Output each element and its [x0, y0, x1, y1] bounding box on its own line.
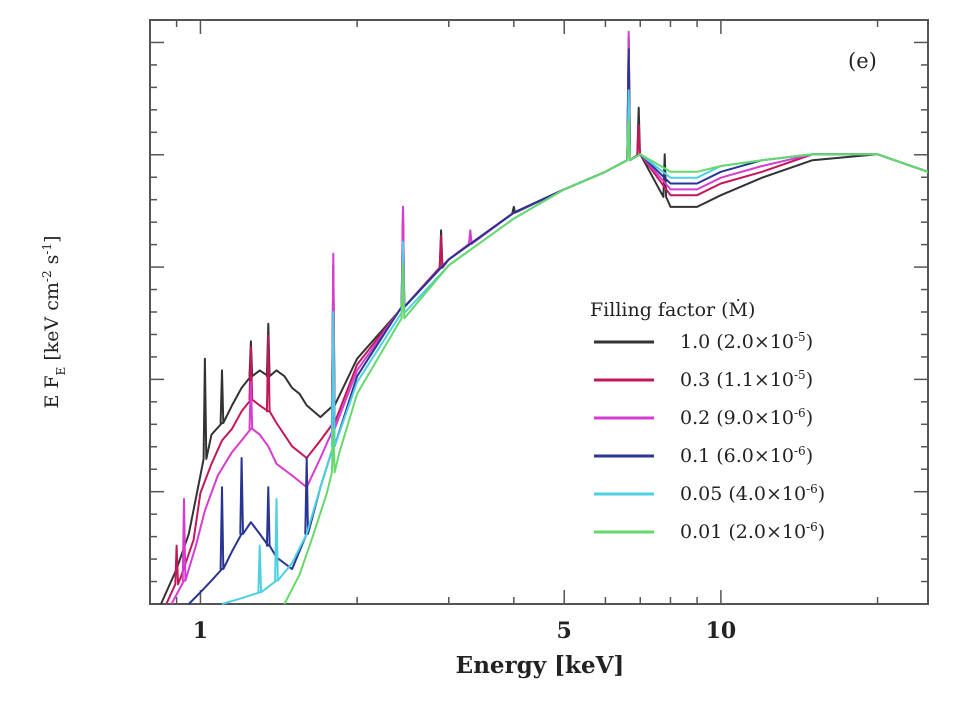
legend-entry-name: 0.2 — [680, 407, 716, 429]
legend-entry: 0.05 (4.0×10-6) — [680, 482, 825, 505]
x-axis-ticks: 1 5 10 — [149, 20, 879, 644]
y-axis-ticks — [150, 41, 928, 583]
legend-entry-name: 0.05 — [680, 483, 728, 505]
legend-entry-mdot: (2.0×10 — [728, 521, 806, 543]
y-axis-label-sub: E — [54, 367, 68, 376]
legend-entry-mdot: (2.0×10 — [716, 331, 794, 353]
legend-entry: 0.01 (2.0×10-6) — [680, 520, 825, 543]
legend-entry-mdot: (1.1×10 — [716, 369, 794, 391]
legend-entry-exp: -6 — [794, 444, 806, 458]
y-axis-label-main: E F — [41, 375, 63, 408]
series-line-0-05 — [221, 89, 929, 605]
legend-entry-exp: -6 — [794, 406, 806, 420]
legend-entry-close: ) — [806, 407, 813, 429]
legend-entry-close: ) — [806, 445, 813, 467]
legend-entry-exp: -5 — [794, 368, 806, 382]
x-tick-label: 5 — [557, 618, 572, 644]
legend-entry-close: ) — [806, 369, 813, 391]
x-tick-label: 10 — [706, 618, 737, 644]
y-axis-label-exp1: -2 — [40, 270, 54, 282]
legend-entry-mdot: (9.0×10 — [716, 407, 794, 429]
legend-entry: 0.3 (1.1×10-5) — [680, 368, 813, 391]
legend-entry-name: 0.01 — [680, 521, 728, 543]
y-axis-label: E FE [keV cm-2 s-1] — [40, 235, 68, 408]
y-axis-label-units: [keV cm — [41, 282, 63, 361]
series-layer — [160, 30, 929, 605]
legend-entry: 1.0 (2.0×10-5) — [680, 330, 813, 353]
y-axis-label-exp2: -1 — [40, 243, 54, 255]
legend-entry-close: ) — [818, 483, 825, 505]
x-tick-label: 1 — [193, 618, 208, 644]
legend-entry: 0.1 (6.0×10-6) — [680, 444, 813, 467]
legend-entry: 0.2 (9.0×10-6) — [680, 406, 813, 429]
legend-entry-close: ) — [818, 521, 825, 543]
legend-entry-exp: -5 — [794, 330, 806, 344]
y-axis-label-end: ] — [41, 235, 63, 242]
legend-entry-mdot: (6.0×10 — [716, 445, 794, 467]
legend-title: Filling factor (Ṁ) — [590, 298, 755, 321]
legend: Filling factor (Ṁ) 1.0 (2.0×10-5)0.3 (1.… — [590, 298, 825, 543]
series-line-0-01 — [283, 118, 929, 605]
legend-entry-mdot: (4.0×10 — [728, 483, 806, 505]
legend-entry-name: 0.3 — [680, 369, 716, 391]
legend-entry-exp: -6 — [806, 482, 818, 496]
legend-entry-close: ) — [806, 331, 813, 353]
legend-entry-name: 0.1 — [680, 445, 716, 467]
y-axis-label-mid: s — [41, 255, 63, 271]
legend-entry-name: 1.0 — [680, 331, 716, 353]
series-line-0-2 — [170, 30, 929, 605]
panel-label: (e) — [848, 49, 877, 73]
x-axis-label: Energy [keV] — [456, 652, 625, 679]
legend-entry-exp: -6 — [806, 520, 818, 534]
